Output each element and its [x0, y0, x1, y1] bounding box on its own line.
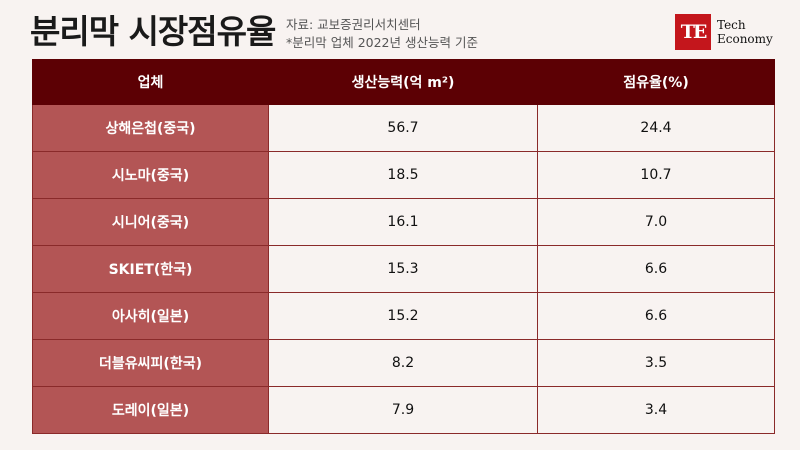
source-note: 자료: 교보증권리서치센터 *분리막 업체 2022년 생산능력 기준 — [286, 16, 478, 52]
table-header-row: 업체 생산능력(억 m²) 점유율(%) — [32, 59, 775, 105]
table-row: 시니어(중국) 16.1 7.0 — [32, 198, 775, 246]
share-cell: 7.0 — [537, 198, 775, 246]
company-cell: 아사히(일본) — [32, 292, 269, 340]
column-header-company: 업체 — [32, 59, 269, 105]
source-line: 자료: 교보증권리서치센터 — [286, 17, 421, 32]
tech-economy-logo: TE Tech Economy — [675, 14, 773, 50]
capacity-cell: 7.9 — [268, 386, 538, 434]
share-cell: 10.7 — [537, 151, 775, 199]
company-cell: 더블유씨피(한국) — [32, 339, 269, 387]
company-cell: 도레이(일본) — [32, 386, 269, 434]
capacity-cell: 15.2 — [268, 292, 538, 340]
logo-mark-icon: TE — [675, 14, 711, 50]
share-cell: 3.5 — [537, 339, 775, 387]
logo-text-line2: Economy — [717, 32, 773, 46]
table-row: 아사히(일본) 15.2 6.6 — [32, 292, 775, 340]
company-cell: 시니어(중국) — [32, 198, 269, 246]
capacity-cell: 16.1 — [268, 198, 538, 246]
company-cell: 시노마(중국) — [32, 151, 269, 199]
page-title: 분리막 시장점유율 — [30, 12, 276, 51]
table-row: SKIET(한국) 15.3 6.6 — [32, 245, 775, 293]
logo-text-line1: Tech — [717, 18, 746, 32]
capacity-cell: 15.3 — [268, 245, 538, 293]
table-row: 상해은첩(중국) 56.7 24.4 — [32, 104, 775, 152]
capacity-cell: 56.7 — [268, 104, 538, 152]
table-row: 더블유씨피(한국) 8.2 3.5 — [32, 339, 775, 387]
share-cell: 24.4 — [537, 104, 775, 152]
market-share-table: 업체 생산능력(억 m²) 점유율(%) 상해은첩(중국) 56.7 24.4 시노마… — [32, 59, 775, 434]
capacity-cell: 8.2 — [268, 339, 538, 387]
column-header-share: 점유율(%) — [537, 59, 775, 105]
share-cell: 3.4 — [537, 386, 775, 434]
basis-note: *분리막 업체 2022년 생산능력 기준 — [286, 35, 478, 50]
table-row: 도레이(일본) 7.9 3.4 — [32, 386, 775, 434]
capacity-cell: 18.5 — [268, 151, 538, 199]
share-cell: 6.6 — [537, 245, 775, 293]
share-cell: 6.6 — [537, 292, 775, 340]
table-row: 시노마(중국) 18.5 10.7 — [32, 151, 775, 199]
company-cell: SKIET(한국) — [32, 245, 269, 293]
column-header-capacity: 생산능력(억 m²) — [268, 59, 538, 105]
logo-text: Tech Economy — [717, 18, 773, 46]
company-cell: 상해은첩(중국) — [32, 104, 269, 152]
